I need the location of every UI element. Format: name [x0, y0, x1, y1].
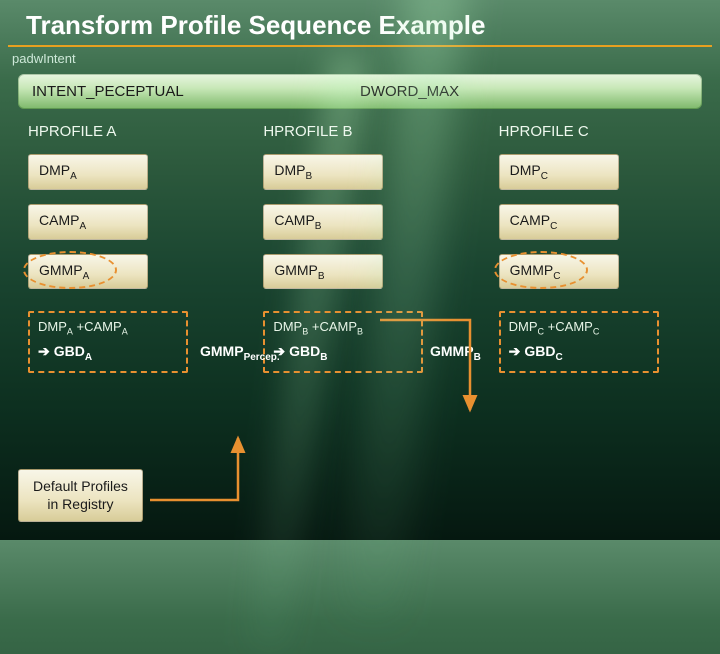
intent-left-label: INTENT_PECEPTUAL [32, 83, 360, 100]
result-c: DMPC +CAMPC ➔GBDC [499, 311, 659, 372]
dmp-a: DMPA [28, 154, 148, 190]
profile-col-b: HPROFILE B DMPB CAMPB GMMPB [263, 123, 456, 289]
intent-right-label: DWORD_MAX [360, 83, 688, 100]
gmmp-a: GMMPA [28, 254, 148, 290]
result-c-formula: DMPC +CAMPC [509, 319, 649, 337]
camp-a: CAMPA [28, 204, 148, 240]
result-c-gbd: ➔GBDC [509, 343, 649, 363]
camp-c: CAMPC [499, 204, 619, 240]
arrow-icon: ➔ [38, 343, 50, 360]
gmmp-c: GMMPC [499, 254, 619, 290]
default-profiles-l2: in Registry [33, 496, 128, 514]
result-row: DMPA +CAMPA ➔GBDA DMPB +CAMPB ➔GBDB DMPC… [28, 311, 692, 372]
result-b: DMPB +CAMPB ➔GBDB [263, 311, 423, 372]
arrow-icon: ➔ [509, 343, 521, 360]
result-b-gbd: ➔GBDB [273, 343, 413, 363]
dmp-c: DMPC [499, 154, 619, 190]
camp-b: CAMPB [263, 204, 383, 240]
inter-label-gmmp-b: GMMPB [430, 343, 481, 363]
profile-head-c: HPROFILE C [499, 123, 692, 140]
dmp-b: DMPB [263, 154, 383, 190]
result-a-gbd: ➔GBDA [38, 343, 178, 363]
inter-label-gmmp-percep: GMMPPercep. [200, 343, 280, 363]
intent-bar: INTENT_PECEPTUAL DWORD_MAX [18, 74, 702, 109]
result-a-formula: DMPA +CAMPA [38, 319, 178, 337]
profile-col-c: HPROFILE C DMPC CAMPC GMMPC [499, 123, 692, 289]
slide-title: Transform Profile Sequence Example [8, 0, 712, 47]
default-profiles-box: Default Profiles in Registry [18, 469, 143, 522]
profile-columns: HPROFILE A DMPA CAMPA GMMPA HPROFILE B D… [28, 123, 692, 289]
result-b-formula: DMPB +CAMPB [273, 319, 413, 337]
gmmp-b: GMMPB [263, 254, 383, 290]
profile-col-a: HPROFILE A DMPA CAMPA GMMPA [28, 123, 221, 289]
default-profiles-l1: Default Profiles [33, 478, 128, 496]
profile-head-b: HPROFILE B [263, 123, 456, 140]
result-a: DMPA +CAMPA ➔GBDA [28, 311, 188, 372]
profile-head-a: HPROFILE A [28, 123, 221, 140]
slide-subtitle: padwIntent [0, 49, 720, 74]
